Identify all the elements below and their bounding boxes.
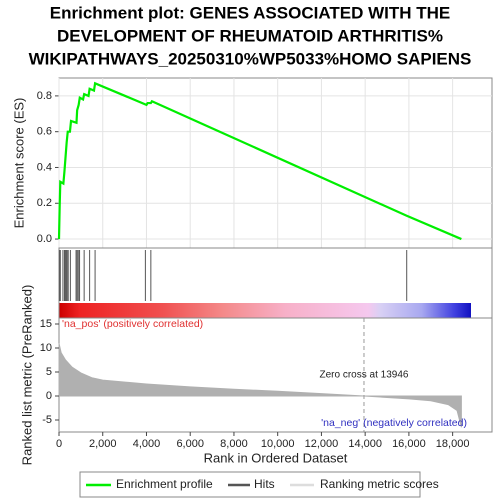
rank-color-bar (59, 303, 471, 318)
legend-label: Ranking metric scores (320, 477, 439, 491)
plot-area (58, 77, 493, 249)
x-tick-label: 10,000 (261, 438, 295, 450)
y-axis-label: Enrichment score (ES) (11, 98, 26, 229)
es-line (57, 81, 462, 241)
legend-label: Enrichment profile (116, 477, 213, 491)
y-tick-label: 0.6 (37, 126, 52, 138)
x-tick-label: 12,000 (305, 438, 339, 450)
y-tick-label: -5 (42, 414, 52, 426)
legend-label: Hits (254, 477, 275, 491)
y-tick-label: 10 (40, 342, 52, 354)
x-tick-label: 6,000 (176, 438, 204, 450)
x-tick-label: 16,000 (392, 438, 426, 450)
positive-label: 'na_pos' (positively correlated) (62, 318, 203, 330)
zero-cross-label: Zero cross at 13946 (320, 370, 409, 381)
y-axis-label: Ranked list metric (PreRanked) (19, 285, 34, 466)
x-tick-label: 2,000 (89, 438, 117, 450)
y-tick-label: 15 (40, 318, 52, 330)
x-tick-label: 14,000 (348, 438, 382, 450)
x-tick-label: 18,000 (436, 438, 470, 450)
y-tick-label: 5 (46, 366, 52, 378)
x-tick-label: 0 (56, 438, 62, 450)
chart-title: DEVELOPMENT OF RHEUMATOID ARTHRITIS% (57, 26, 443, 45)
negative-label: 'na_neg' (negatively correlated) (321, 417, 467, 429)
plot-area (58, 317, 493, 433)
x-tick-label: 4,000 (133, 438, 161, 450)
y-tick-label: 0 (46, 390, 52, 402)
x-tick-label: 8,000 (220, 438, 248, 450)
chart-title: WIKIPATHWAYS_20250310%WP5033%HOMO SAPIEN… (29, 49, 472, 68)
chart-title: Enrichment plot: GENES ASSOCIATED WITH T… (50, 3, 450, 22)
y-tick-label: 0.0 (37, 233, 52, 245)
x-axis-label: Rank in Ordered Dataset (204, 450, 348, 465)
y-tick-label: 0.8 (37, 90, 52, 102)
metric-area (58, 343, 462, 428)
y-tick-label: 0.4 (37, 161, 52, 173)
y-tick-label: 0.2 (37, 197, 52, 209)
